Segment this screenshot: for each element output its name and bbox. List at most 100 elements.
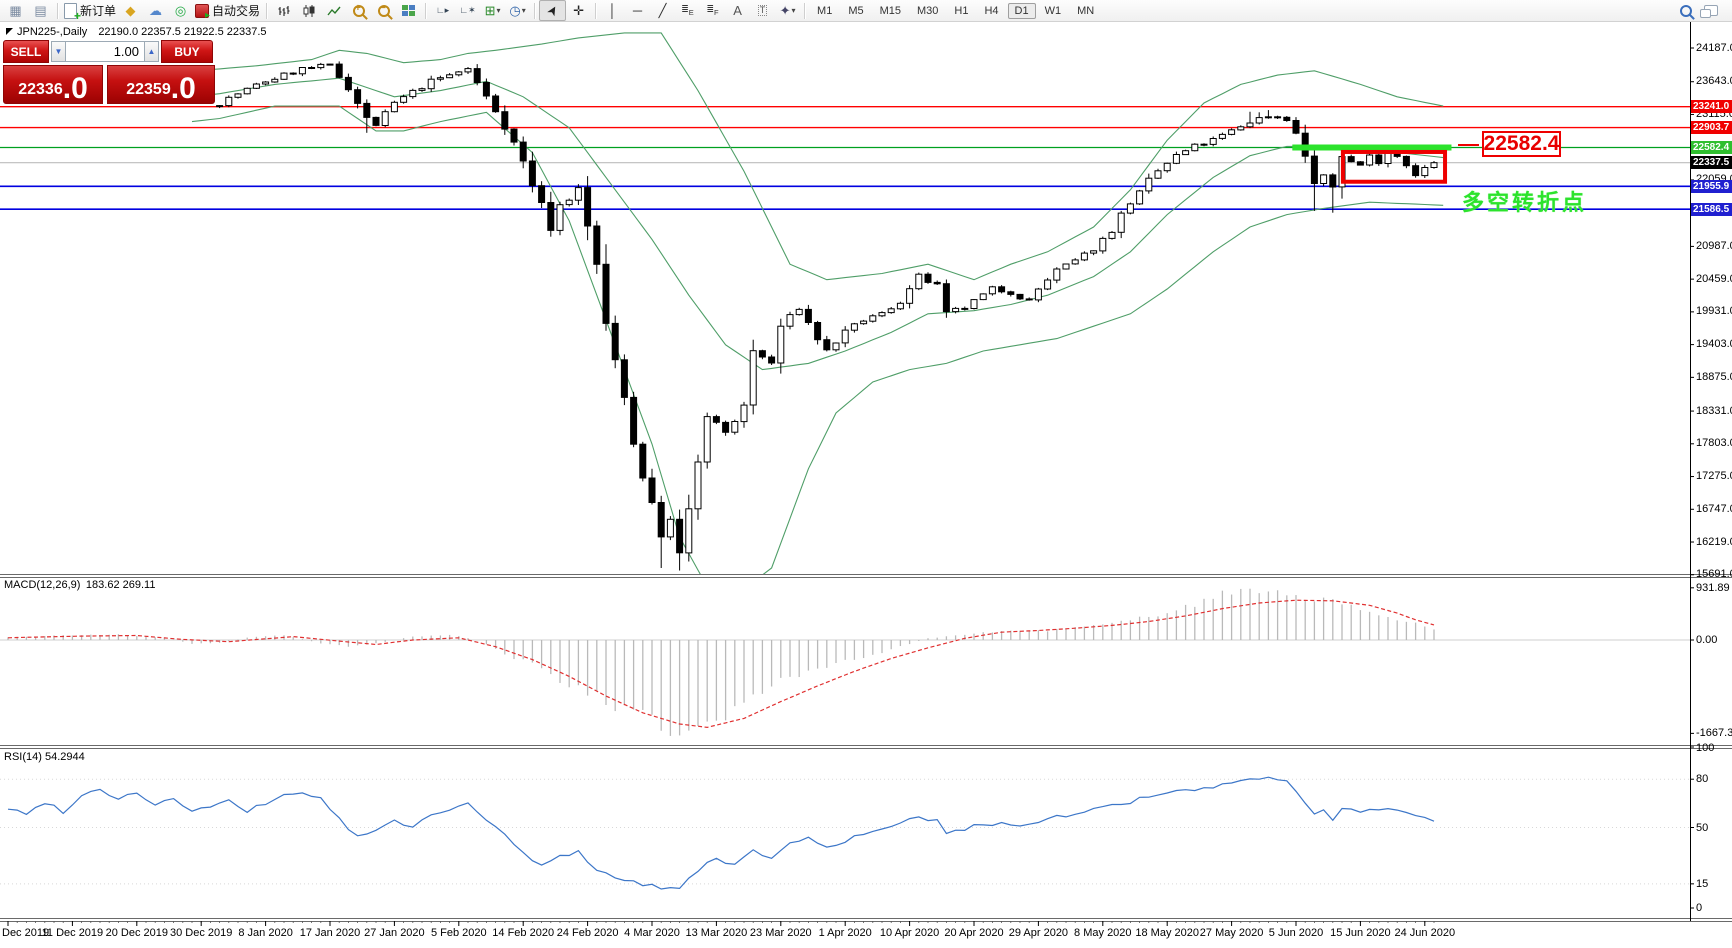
dropdown-arrow-icon: ▾ [496,6,501,15]
autotrade-label: 自动交易 [212,4,261,18]
profiles-button[interactable]: ▤ [28,1,53,20]
price-tag-label[interactable]: 22582.4 [1482,131,1561,157]
price-tick-label: 18875.0 [1696,370,1732,383]
vertical-line-tool[interactable]: │ [600,1,625,20]
price-level-badge: 22582.4 [1691,140,1732,154]
bar-chart-button[interactable] [271,1,296,20]
community-button[interactable]: ☁ [143,1,168,20]
timeframe-button-h4[interactable]: H4 [984,4,999,17]
add-indicator-icon: ⊞ [484,3,496,18]
search-button[interactable] [1673,1,1698,20]
autotrade-button[interactable]: 自动交易 [193,1,262,21]
community-cloud-icon: ☁ [149,3,163,18]
volume-decrease-button[interactable]: ▼ [51,41,66,62]
dropdown-arrow-icon: ▾ [521,6,526,15]
new-order-button[interactable]: 新订单 [62,1,118,23]
line-chart-button[interactable] [321,1,346,20]
timeframe-button-m30[interactable]: M30 [917,4,939,17]
sell-price-pips: .0 [62,71,88,105]
arrows-tool[interactable]: ✦ ▾ [775,1,800,20]
metaeditor-button[interactable]: ◆ [118,1,143,20]
text-tool[interactable]: A [725,1,750,20]
channel-icon: ≣E [681,3,694,17]
templates-icon: ∟✶ [459,5,476,15]
horizontal-line-icon: ─ [632,3,643,18]
buy-price-pips: .0 [170,71,196,105]
time-axis-label: 11 Dec 2019 [41,927,104,939]
price-tick-label: 20987.0 [1696,239,1732,252]
vertical-line-icon: │ [608,3,617,18]
cursor-tool-button[interactable]: ➤ [539,0,567,21]
trade-panel-price-row: 22336.0 22359.0 [3,65,215,104]
zoom-in-icon: + [352,3,365,17]
time-axis-label: 27 Jan 2020 [364,927,425,939]
crosshair-tool-button[interactable]: ✛ [566,1,591,20]
buy-price-button[interactable]: 22359.0 [107,65,215,104]
macd-label: MACD(12,26,9) 183.62 269.11 [4,579,155,591]
price-level-badge: 21586.5 [1691,202,1732,216]
rsi-tick-label: 50 [1696,821,1709,834]
autotrade-icon [195,3,210,21]
price-tick-label: 16747.0 [1696,502,1732,515]
trade-panel-top-row: SELL ▼ 1.00 ▲ BUY [3,40,215,63]
time-axis-label: 5 Feb 2020 [430,927,487,939]
period-button[interactable]: ◷ ▾ [505,1,530,20]
sell-button[interactable]: SELL [3,40,49,63]
timeframe-button-m1[interactable]: M1 [817,4,833,17]
time-axis-label: 18 May 2020 [1135,927,1199,939]
bollinger-middle-band [191,77,1444,371]
text-icon: A [733,3,742,18]
time-axis-label: 29 Apr 2020 [1008,927,1069,939]
new-chart-button[interactable]: ▦ [3,1,28,20]
bar-chart-icon [278,5,290,16]
rsi-name: RSI(14) 54.2944 [4,751,85,763]
chat-button[interactable] [1698,1,1723,20]
time-axis-label: 20 Apr 2020 [944,927,1004,939]
timeframe-button-w1[interactable]: W1 [1044,4,1062,17]
crosshair-icon: ✛ [573,3,584,18]
price-tick-label: 24187.0 [1696,41,1732,54]
timeframe-button-mn[interactable]: MN [1077,4,1095,17]
dropdown-arrow-icon: ▾ [791,6,796,15]
main-toolbar: ▦ ▤ 新订单 ◆ ☁ ◎ 自动交易 + − ∟▸ ∟✶ ⊞▾ ◷▾ ➤ ✛ │… [0,0,1732,23]
turning-point-label[interactable]: 多空转折点 [1462,190,1588,215]
macd-tick-label: 931.89 [1696,581,1730,594]
trendline-tool[interactable]: ╱ [650,1,675,20]
rsi-tick-label: 80 [1696,773,1709,786]
sell-price-button[interactable]: 22336.0 [3,65,103,104]
tile-windows-button[interactable] [396,1,421,20]
timeframe-button-m15[interactable]: M15 [879,4,901,17]
fibonacci-tool[interactable]: ≣F [700,1,725,20]
price-tick-label: 16219.0 [1696,535,1732,548]
macd-values: 183.62 269.11 [85,579,156,591]
price-level-badge: 21955.9 [1691,179,1732,193]
price-level-badge: 22337.5 [1691,156,1732,170]
timeframe-button-m5[interactable]: M5 [848,4,864,17]
zoom-in-button[interactable]: + [346,1,371,20]
signals-button[interactable]: ◎ [168,1,193,20]
time-axis-label: 1 Apr 2020 [818,927,872,939]
templates-button[interactable]: ∟✶ [455,1,480,20]
zoom-out-button[interactable]: − [371,1,396,20]
horizontal-line-tool[interactable]: ─ [625,1,650,20]
time-axis-label: 23 Mar 2020 [749,927,812,939]
timeframe-button-h1[interactable]: H1 [954,4,969,17]
buy-button[interactable]: BUY [161,40,213,63]
volume-field[interactable]: 1.00 [66,41,144,62]
text-label-tool[interactable]: T [750,1,775,20]
time-axis-label: 8 Jan 2020 [238,927,293,939]
channel-tool[interactable]: ≣E [675,1,700,20]
time-axis-label: 24 Feb 2020 [556,927,619,939]
time-axis-label: 27 May 2020 [1199,927,1264,939]
fibonacci-icon: ≣F [706,3,719,17]
volume-increase-button[interactable]: ▲ [144,41,159,62]
add-indicator-button[interactable]: ⊞ ▾ [480,1,505,20]
line-chart-icon [326,6,341,15]
candlestick-button[interactable] [296,1,321,20]
new-chart-icon: ▦ [9,3,22,18]
timeframe-button-d1[interactable]: D1 [1007,2,1036,19]
toolbar-separator [425,2,427,19]
toolbar-separator [804,2,806,19]
indicator-list-button[interactable]: ∟▸ [430,1,455,20]
